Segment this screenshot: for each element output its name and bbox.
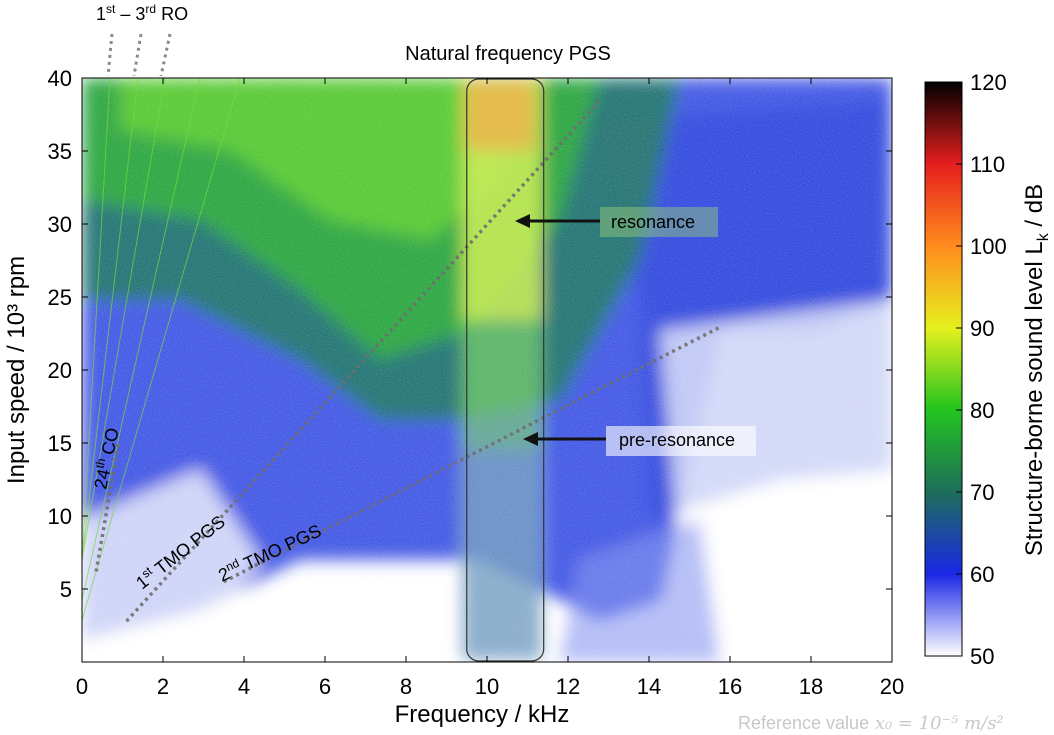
colorbar-tick-label: 80 bbox=[970, 398, 994, 423]
x-tick-label: 10 bbox=[475, 674, 499, 699]
colorbar-tick-label: 60 bbox=[970, 562, 994, 587]
tmo-order-lines bbox=[94, 98, 723, 623]
x-axis-label: Frequency / kHz bbox=[395, 701, 570, 728]
resonance-arrow: resonance bbox=[515, 207, 718, 237]
colorbar-tick-label: 50 bbox=[970, 644, 994, 669]
chart-title: Natural frequency PGS bbox=[405, 43, 611, 65]
y-tick-label: 10 bbox=[48, 504, 72, 529]
colorbar-tick-label: 120 bbox=[970, 70, 1007, 95]
x-tick-label: 20 bbox=[880, 674, 904, 699]
order-line bbox=[94, 442, 121, 572]
x-tick-label: 0 bbox=[76, 674, 88, 699]
pre-resonance-label: pre-resonance bbox=[619, 430, 735, 450]
order-rays bbox=[82, 78, 241, 621]
y-tick-label: 15 bbox=[48, 431, 72, 456]
pre-resonance-arrow: pre-resonance bbox=[523, 426, 756, 456]
colorbar-tick-label: 70 bbox=[970, 480, 994, 505]
resonance-highlight-box bbox=[466, 78, 545, 662]
x-tick-label: 2 bbox=[157, 674, 169, 699]
colorbar bbox=[924, 81, 963, 657]
y-tick-label: 25 bbox=[48, 285, 72, 310]
colorbar-label: Structure-borne sound level Lk / dB bbox=[1021, 184, 1052, 556]
x-axis: 0 2 4 6 8 10 12 14 16 18 20 bbox=[76, 78, 904, 699]
x-tick-label: 16 bbox=[718, 674, 742, 699]
colorbar-tick-label: 110 bbox=[970, 152, 1005, 177]
y-tick-label: 40 bbox=[48, 66, 72, 91]
x-tick-label: 12 bbox=[556, 674, 580, 699]
x-tick-label: 18 bbox=[799, 674, 823, 699]
colorbar-tick-label: 90 bbox=[970, 316, 994, 341]
y-tick-label: 30 bbox=[48, 212, 72, 237]
colorbar-tick-label: 100 bbox=[970, 234, 1007, 259]
order-line bbox=[125, 98, 602, 623]
y-tick-label: 5 bbox=[60, 577, 72, 602]
x-tick-label: 4 bbox=[238, 674, 250, 699]
order-line bbox=[222, 324, 723, 584]
y-axis: 5 10 15 20 25 30 35 40 bbox=[48, 66, 892, 602]
x-tick-label: 14 bbox=[637, 674, 661, 699]
ro-annotation: 1st – 3rd RO bbox=[96, 2, 188, 24]
x-tick-label: 8 bbox=[400, 674, 412, 699]
reference-value-note: Reference value x₀ = 10⁻⁵ m/s² bbox=[738, 713, 1004, 734]
y-axis-label: Input speed / 10³ rpm bbox=[3, 256, 30, 484]
x-tick-label: 6 bbox=[319, 674, 331, 699]
y-tick-label: 20 bbox=[48, 358, 72, 383]
colorbar-ticks: 50 60 70 80 90 100 110 120 bbox=[956, 70, 1007, 669]
ro-guide-lines bbox=[106, 33, 172, 77]
heatmap-area bbox=[82, 78, 892, 662]
y-tick-label: 35 bbox=[48, 139, 72, 164]
resonance-label: resonance bbox=[611, 212, 695, 232]
